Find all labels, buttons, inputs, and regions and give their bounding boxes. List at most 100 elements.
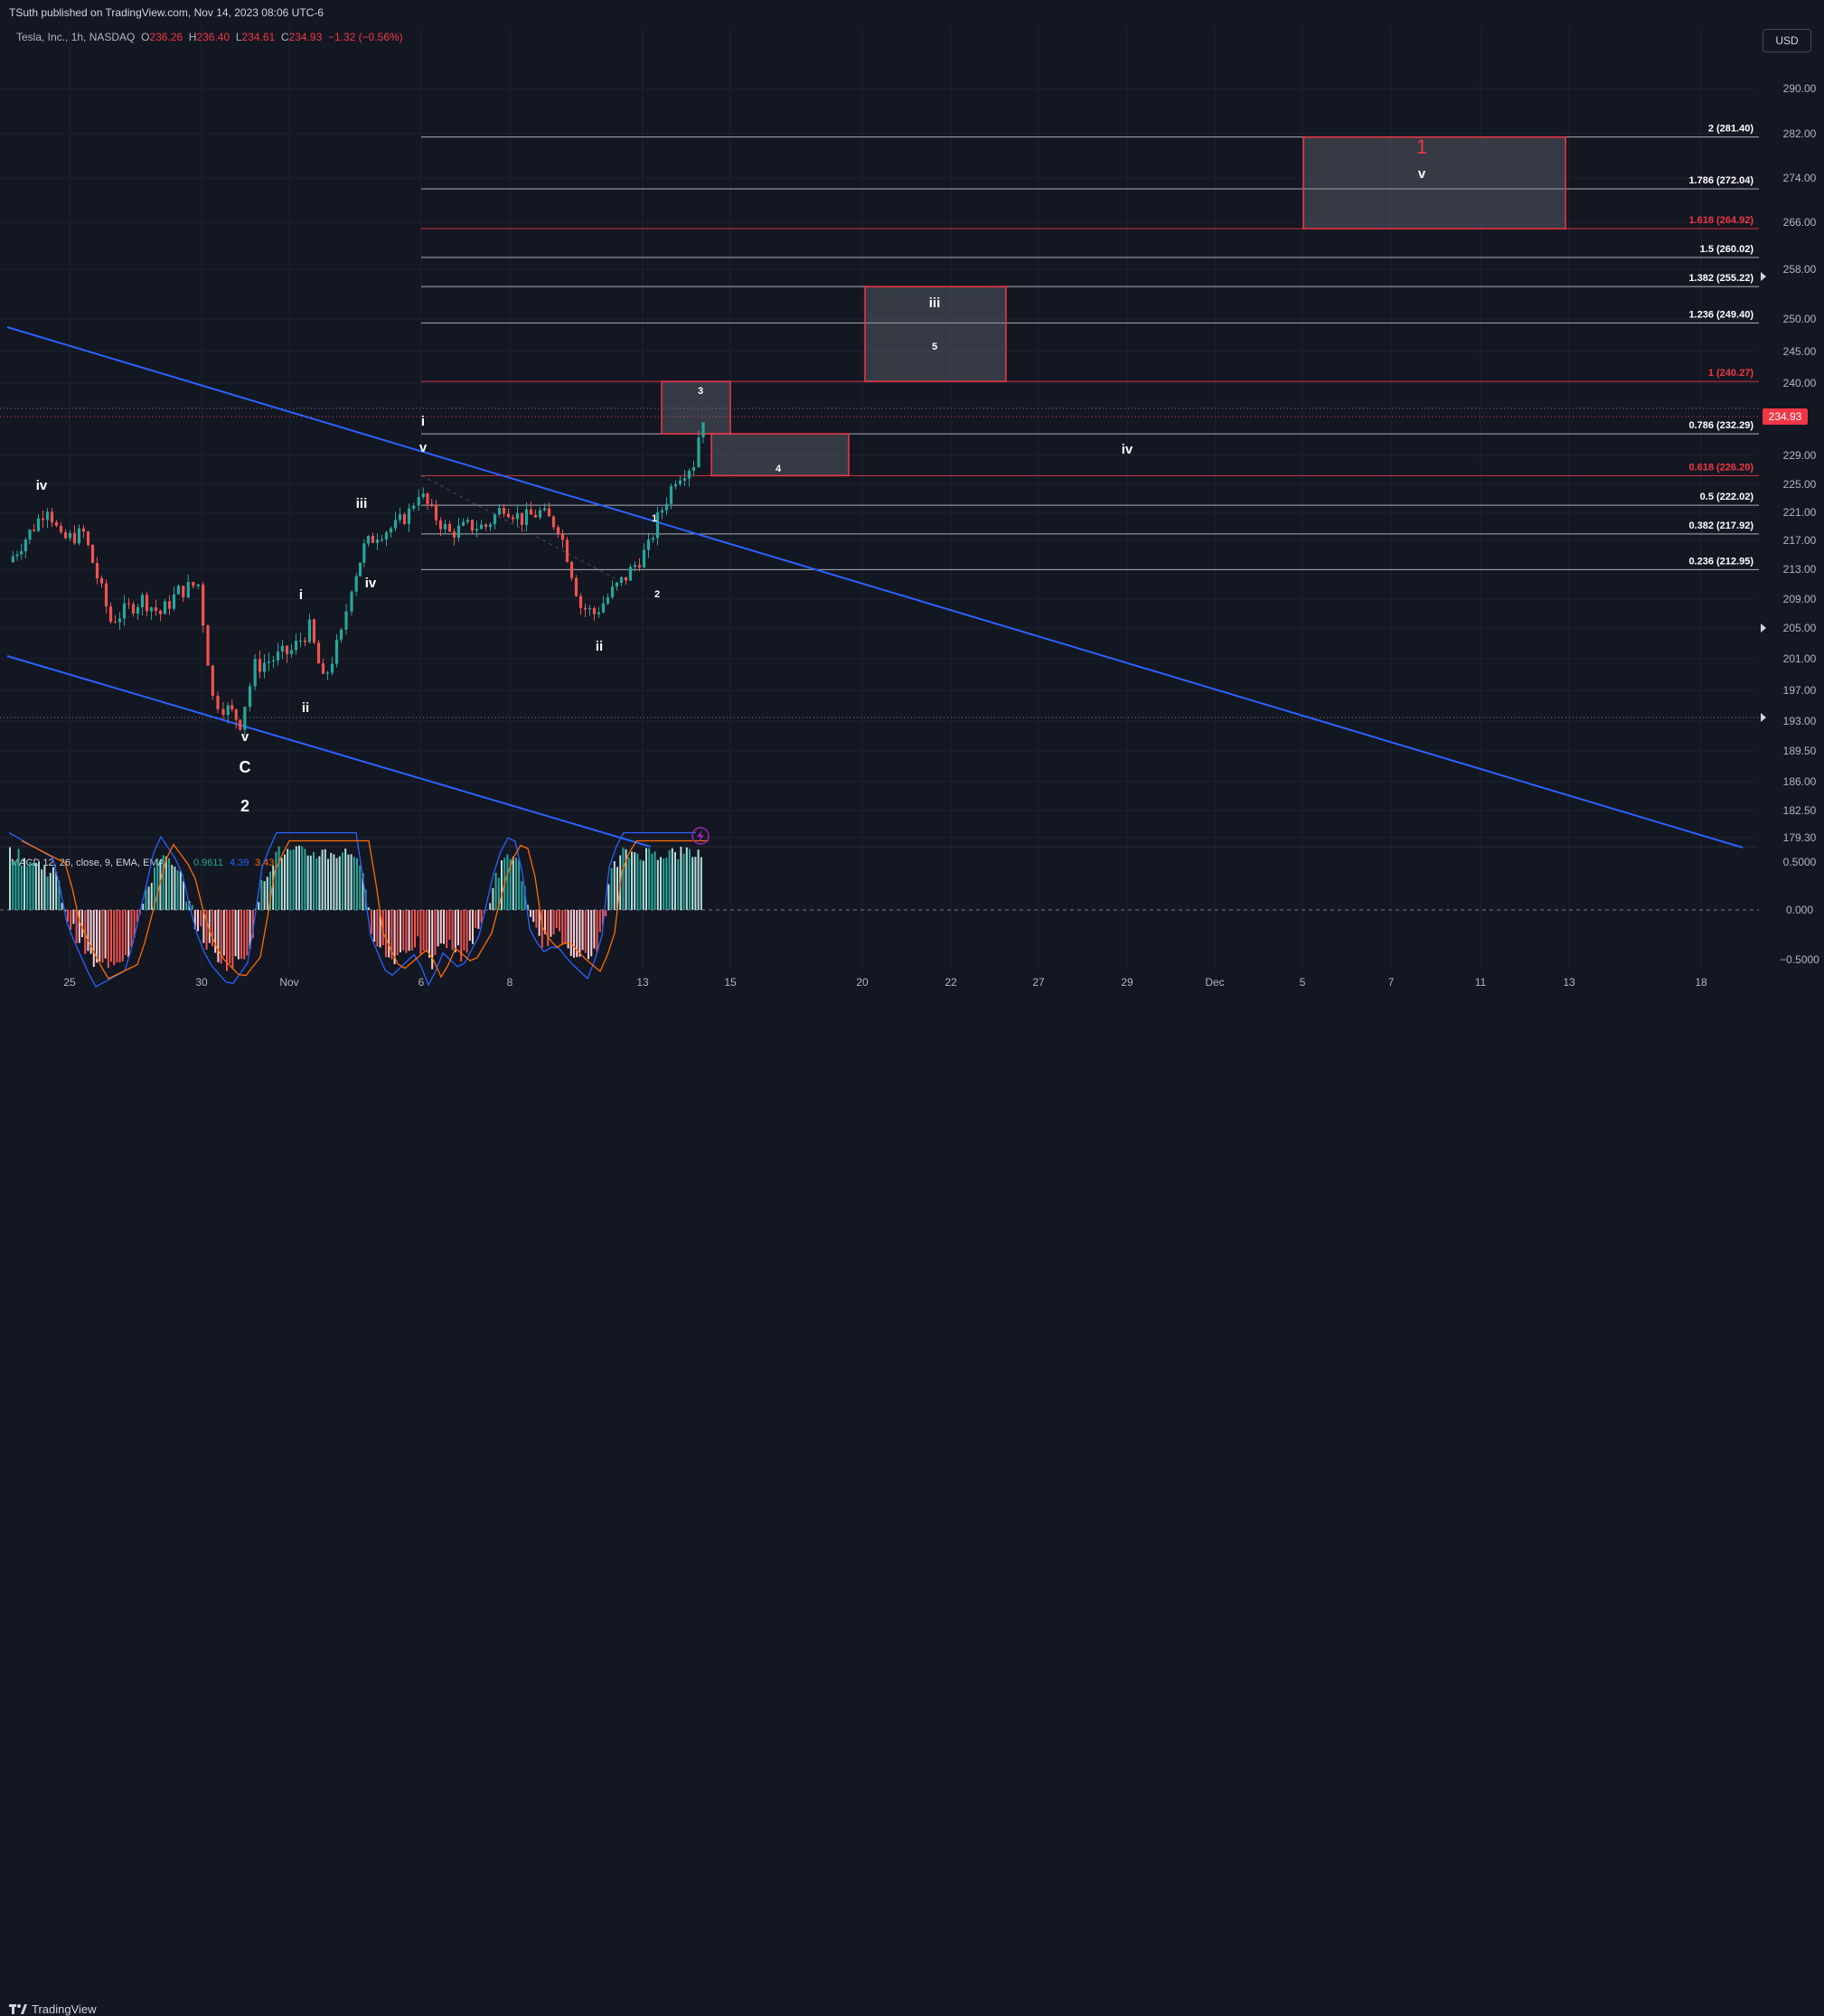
fib-label: 2 (281.40): [1708, 124, 1753, 135]
macd-histogram-bar: [246, 910, 248, 955]
price-tick: 240.00: [1783, 377, 1817, 389]
macd-histogram-bar: [578, 910, 580, 957]
candle-body: [359, 563, 362, 577]
macd-histogram-bar: [183, 881, 184, 910]
candle-body: [588, 608, 591, 609]
candle-body: [109, 606, 112, 622]
symbol-legend: Tesla, Inc., 1h, NASDAQ O236.26 H236.40 …: [16, 31, 403, 43]
time-tick: 25: [63, 976, 76, 989]
candle-body: [412, 506, 415, 509]
price-tick: 245.00: [1783, 345, 1817, 358]
candle-body: [60, 526, 62, 532]
publisher-info: TSuth published on TradingView.com, Nov …: [9, 6, 324, 19]
candle-body: [69, 533, 71, 539]
macd-histogram-bar: [72, 910, 74, 924]
axis-marker-arrow: [1761, 624, 1766, 633]
candle-body: [304, 641, 306, 642]
macd-histogram-bar: [344, 849, 346, 910]
candle-body: [579, 596, 582, 608]
macd-histogram-bar: [631, 852, 633, 910]
price-tick: 274.00: [1783, 172, 1817, 184]
macd-histogram-bar: [180, 871, 182, 910]
candle-body: [381, 539, 383, 540]
candle-body: [132, 605, 135, 614]
macd-histogram-bar: [304, 849, 306, 910]
wave-label: v: [1418, 166, 1426, 182]
macd-histogram-bar: [313, 852, 315, 910]
candle-body: [286, 646, 288, 654]
candle-body: [408, 509, 410, 524]
macd-histogram-bar: [532, 910, 534, 922]
candle-body: [697, 437, 700, 467]
macd-histogram-bar: [41, 869, 42, 910]
macd-histogram-bar: [402, 910, 404, 951]
macd-histogram-bar: [599, 910, 601, 932]
macd-histogram-bar: [452, 910, 454, 950]
macd-histogram-bar: [573, 910, 575, 958]
macd-histogram-bar: [353, 857, 355, 910]
macd-histogram-bar: [518, 859, 520, 910]
macd-histogram-bar: [446, 910, 447, 948]
candle-body: [688, 471, 691, 479]
candle-body: [308, 620, 311, 642]
tradingview-logo[interactable]: TradingView: [9, 2002, 97, 2016]
macd-histogram-bar: [590, 910, 592, 956]
macd-histogram-bar: [243, 910, 245, 960]
macd-histogram-bar: [113, 910, 115, 965]
wave-label: 5: [932, 342, 937, 352]
candle-body: [177, 586, 180, 595]
fib-label: 0.5 (222.02): [1700, 492, 1754, 502]
macd-histogram-bar: [347, 855, 349, 910]
macd-histogram-bar: [96, 910, 98, 962]
wave-label: 4: [776, 464, 782, 474]
macd-histogram-bar: [547, 910, 549, 946]
macd-histogram-bar: [35, 863, 37, 910]
candle-body: [159, 611, 162, 614]
wave-label: v: [241, 729, 249, 745]
symbol-name: Tesla, Inc., 1h, NASDAQ: [16, 31, 135, 43]
candle-body: [606, 597, 609, 604]
macd-histogram-bar: [400, 910, 401, 952]
macd-histogram-bar: [657, 860, 659, 910]
target-box-wave-3: [662, 381, 730, 434]
time-tick: 6: [418, 976, 425, 989]
macd-histogram-bar: [371, 910, 372, 934]
fib-label: 1.786 (272.04): [1688, 175, 1753, 186]
macd-histogram-bar: [264, 881, 266, 910]
candle-body: [516, 513, 519, 520]
macd-histogram-bar: [238, 910, 240, 960]
candle-body: [221, 709, 224, 715]
macd-histogram-bar: [151, 883, 153, 910]
macd-histogram-bar: [431, 910, 433, 970]
candle-body: [355, 577, 358, 592]
macd-histogram-bar: [212, 910, 213, 946]
candle-body: [216, 696, 219, 709]
candle-body: [277, 652, 279, 661]
candle-body: [73, 533, 76, 543]
candle-body: [426, 493, 428, 504]
candle-body: [575, 578, 578, 596]
macd-histogram-bar: [171, 865, 173, 910]
candle-body: [96, 563, 99, 578]
macd-histogram-bar: [55, 872, 57, 910]
price-tick: 229.00: [1783, 449, 1817, 462]
candle-body: [64, 532, 67, 539]
candle-body: [439, 520, 442, 530]
macd-histogram-bar: [376, 910, 378, 947]
macd-value: 0.9611: [193, 858, 223, 868]
macd-histogram-bar: [677, 859, 679, 910]
candle-body: [652, 538, 654, 539]
macd-histogram-bar: [570, 910, 572, 956]
macd-histogram-bar: [38, 862, 40, 910]
macd-histogram-bar: [324, 849, 326, 910]
macd-histogram-bar: [116, 910, 118, 962]
currency-button[interactable]: USD: [1763, 29, 1811, 52]
price-chart[interactable]: 2 (281.40)1.786 (272.04)1.618 (264.92)1.…: [0, 0, 1824, 1027]
macd-histogram-bar: [634, 852, 635, 910]
candle-body: [55, 522, 58, 526]
macd-histogram-bar: [556, 910, 558, 928]
macd-histogram-bar: [24, 858, 25, 910]
candle-body: [105, 584, 108, 606]
candle-body: [602, 604, 605, 613]
macd-histogram-bar: [397, 910, 399, 955]
